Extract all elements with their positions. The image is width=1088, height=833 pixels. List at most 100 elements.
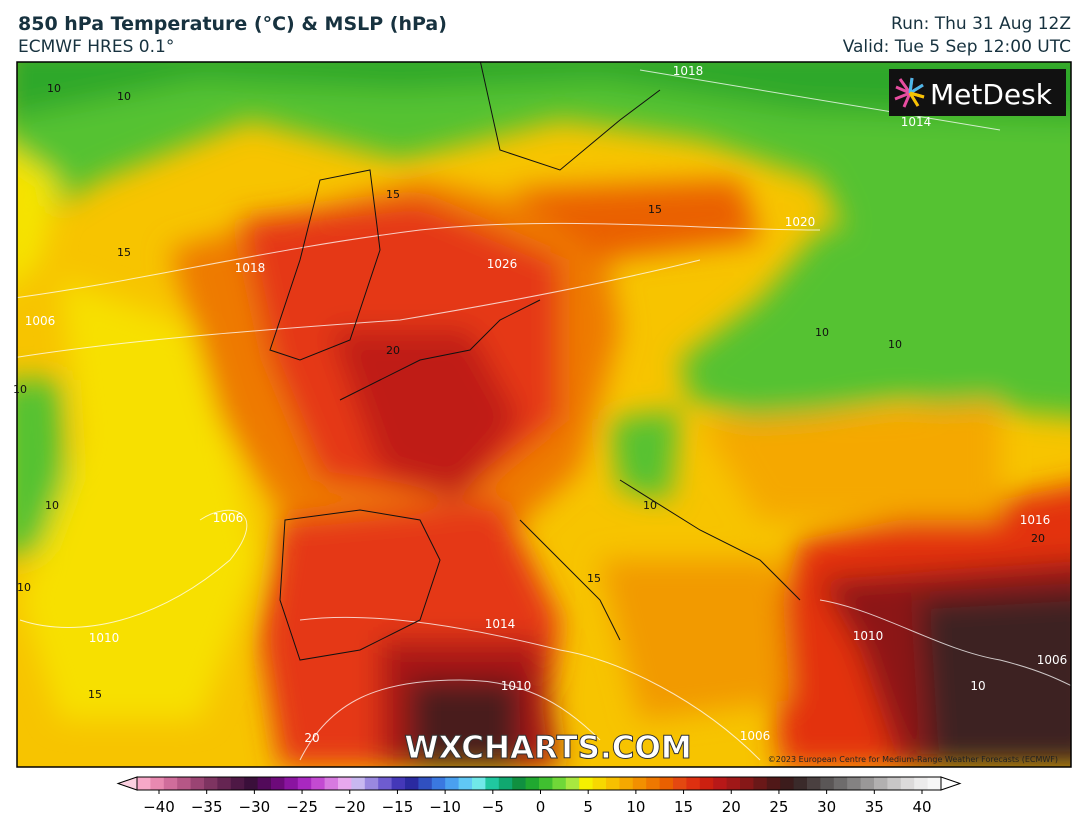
isobar-label: 1006 <box>740 729 771 743</box>
colorbar-swatch <box>405 777 419 790</box>
colorbar-tick-label: 0 <box>536 798 546 816</box>
valid-time: Valid: Tue 5 Sep 12:00 UTC <box>842 37 1071 57</box>
colorbar-swatch <box>364 777 379 790</box>
colorbar-swatch <box>592 777 607 790</box>
isobar-label: 1006 <box>213 511 244 525</box>
colorbar-tick-label: −35 <box>191 798 223 816</box>
isobar-label: 1026 <box>487 257 518 271</box>
colorbar-swatch <box>740 777 754 790</box>
colorbar-end <box>116 776 138 791</box>
isobar-label: 1010 <box>89 631 120 645</box>
colorbar-swatch <box>606 777 620 790</box>
colorbar-tick-label: −5 <box>482 798 504 816</box>
logo-icon <box>894 77 925 108</box>
logo-text: MetDesk <box>930 78 1053 111</box>
colorbar-tick-label: 35 <box>865 798 884 816</box>
colorbar-swatch <box>204 777 218 790</box>
isobar-label: 1006 <box>1037 653 1068 667</box>
colorbar-swatch <box>713 777 728 790</box>
colorbar-swatch <box>619 777 634 790</box>
coastlines <box>269 62 801 661</box>
temperature-field <box>17 62 1071 767</box>
colorbar-swatch <box>311 777 326 790</box>
colorbar-tick-label: −10 <box>429 798 461 816</box>
colorbar-tick-label: −15 <box>382 798 414 816</box>
colorbar-tick-label: 25 <box>769 798 788 816</box>
subtitle: ECMWF HRES 0.1° <box>18 37 175 57</box>
isobar-label: 1018 <box>235 261 266 275</box>
isobar-label: 1014 <box>901 115 932 129</box>
colorbar-swatch <box>887 777 902 790</box>
colorbar-swatch <box>324 777 339 790</box>
colorbar-swatch <box>137 777 151 790</box>
colorbar-swatch <box>766 777 781 790</box>
colorbar-swatch <box>257 777 272 790</box>
colorbar-swatch <box>632 777 647 790</box>
colorbar-swatch <box>418 777 433 790</box>
colorbar-swatch <box>539 777 553 790</box>
isotherm-label: 10 <box>45 499 59 512</box>
colorbar-swatch <box>244 777 259 790</box>
colorbar-swatch <box>498 777 513 790</box>
colorbar-swatch <box>485 777 500 790</box>
colorbar-swatch <box>217 777 232 790</box>
colorbar-swatch <box>780 777 795 790</box>
colorbar-swatch <box>793 777 808 790</box>
colorbar-swatch <box>699 777 714 790</box>
map-frame <box>16 61 1072 768</box>
colorbar-swatch <box>552 777 567 790</box>
colorbar-swatch <box>753 777 768 790</box>
colorbar-swatch <box>284 777 299 790</box>
colorbar-swatch <box>230 777 245 790</box>
colorbar-swatch <box>150 777 165 790</box>
isotherm-label: 10 <box>13 383 27 396</box>
colorbar-tick-label: −20 <box>334 798 366 816</box>
colorbar-tick-label: 30 <box>817 798 836 816</box>
colorbar-swatch <box>512 777 527 790</box>
title: 850 hPa Temperature (°C) & MSLP (hPa) <box>18 13 447 35</box>
colorbar-swatch <box>646 777 661 790</box>
colorbar-swatch <box>874 777 888 790</box>
colorbar-swatch <box>338 777 352 790</box>
isotherm-label: 15 <box>386 188 400 201</box>
watermark: WXCHARTS.COM <box>404 730 691 766</box>
colorbar-swatch <box>927 777 942 790</box>
isotherm-label: 10 <box>815 326 829 339</box>
colorbar-tick-label: −25 <box>286 798 318 816</box>
run-time: Run: Thu 31 Aug 12Z <box>891 14 1071 34</box>
isobar-label: 1014 <box>485 617 516 631</box>
colorbar-swatch <box>445 777 460 790</box>
colorbar-swatch <box>807 777 821 790</box>
isobar-label: 1018 <box>673 64 704 78</box>
colorbar-swatch <box>351 777 366 790</box>
colorbar-swatch <box>726 777 741 790</box>
colorbar-tick-label: 15 <box>674 798 693 816</box>
isobar-label: 10 <box>970 679 985 693</box>
colorbar-swatch <box>525 777 540 790</box>
colorbar-swatch <box>833 777 848 790</box>
isotherm-label: 10 <box>888 338 902 351</box>
colorbar-tick-label: 20 <box>722 798 741 816</box>
colorbar-swatch <box>847 777 862 790</box>
colorbar-swatch <box>431 777 446 790</box>
colorbar-tick-label: 5 <box>583 798 593 816</box>
colorbar-tick-label: 10 <box>626 798 645 816</box>
colorbar-tick-label: 40 <box>912 798 931 816</box>
isotherm-label: 10 <box>17 581 31 594</box>
isotherm-label: 15 <box>648 203 662 216</box>
colorbar-swatch <box>686 777 701 790</box>
colorbar-swatch <box>271 777 285 790</box>
colorbar-swatch <box>673 777 687 790</box>
colorbar-swatch <box>190 777 205 790</box>
colorbar-frame <box>136 776 942 791</box>
isotherm-label: 10 <box>117 90 131 103</box>
isotherm-label: 15 <box>88 688 102 701</box>
isobar-label: 20 <box>304 731 319 745</box>
isobar-label: 1010 <box>501 679 532 693</box>
isotherm-label: 15 <box>587 572 601 585</box>
colorbar-swatch <box>914 777 929 790</box>
colorbar-end <box>940 776 962 791</box>
colorbar-swatch <box>163 777 178 790</box>
